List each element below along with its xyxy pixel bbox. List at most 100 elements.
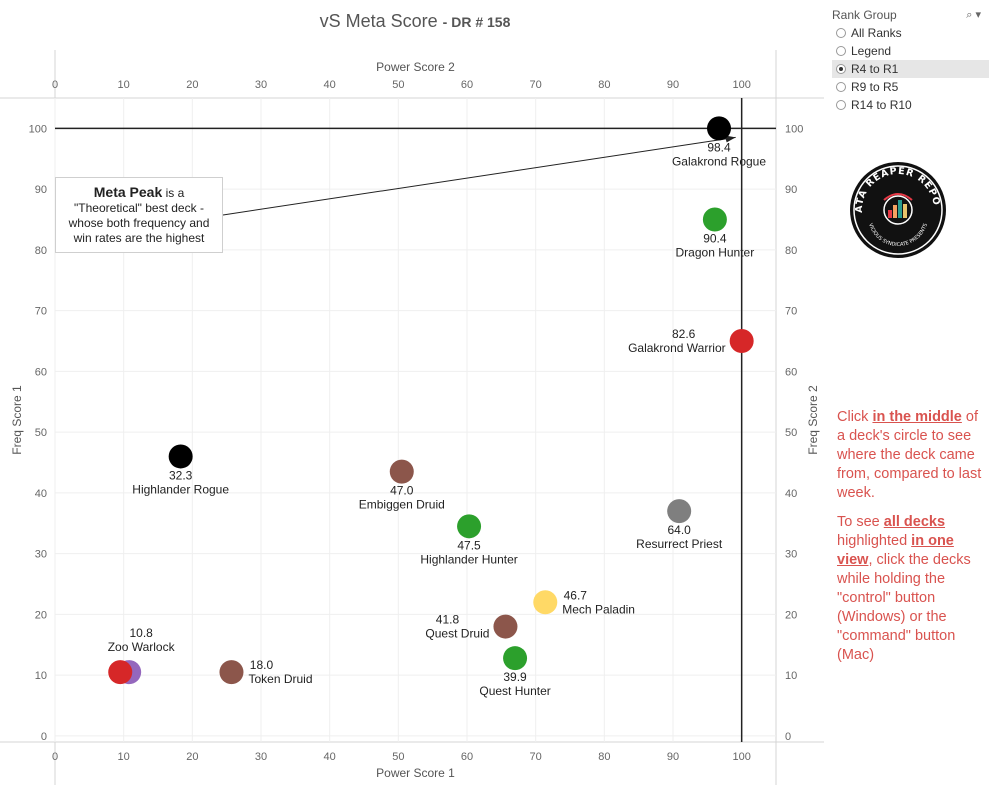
x-tick-label-top: 10	[118, 79, 130, 91]
logo-bar-1	[888, 210, 892, 218]
x-tick-label-bottom: 30	[255, 751, 267, 763]
note-paragraph-2: To see all decks highlighted in one view…	[837, 513, 985, 665]
filter-option-label: All Ranks	[851, 26, 902, 40]
logo-bar-2	[893, 205, 897, 218]
data-point[interactable]	[533, 590, 558, 615]
chart-title: vS Meta Score - DR # 158	[0, 11, 830, 32]
point-score-label: 18.0	[250, 658, 274, 672]
y-tick-label-left: 90	[35, 184, 47, 196]
note-p2-c: highlighted	[837, 533, 912, 549]
x-tick-label-bottom: 10	[118, 751, 130, 763]
callout-line1: is a	[162, 186, 185, 200]
y-tick-label-right: 60	[785, 366, 797, 378]
x-tick-label-bottom: 100	[732, 751, 750, 763]
note-p2-e: , click the decks while holding the "con…	[837, 552, 971, 663]
point-name-label: Embiggen Druid	[359, 498, 445, 512]
data-reaper-logo: DATA REAPER REPORT VICIOUS SYNDICATE PRE…	[848, 160, 946, 258]
data-point[interactable]	[702, 207, 727, 232]
bottom-axis-title: Power Score 1	[376, 766, 455, 780]
radio-icon[interactable]	[836, 64, 846, 74]
filter-option-r9-to-r5[interactable]: R9 to R5	[832, 78, 989, 96]
filter-option-label: Legend	[851, 44, 892, 58]
x-tick-label-top: 100	[732, 79, 750, 91]
logo-scythe-icon	[883, 193, 913, 201]
point-score-label: 32.3	[169, 468, 193, 482]
data-point[interactable]	[667, 499, 692, 524]
filter-option-label: R4 to R1	[851, 62, 899, 76]
x-tick-label-top: 70	[530, 79, 542, 91]
instructions-note: Click in the middle of a deck's circle t…	[837, 408, 985, 675]
data-point[interactable]	[219, 660, 244, 685]
data-point[interactable]	[168, 444, 193, 469]
x-tick-label-bottom: 80	[598, 751, 610, 763]
y-tick-label-right: 30	[785, 549, 797, 561]
data-point[interactable]	[503, 646, 528, 671]
point-name-label: Galakrond Rogue	[672, 154, 766, 168]
radio-icon[interactable]	[836, 82, 846, 92]
x-tick-label-bottom: 60	[461, 751, 473, 763]
filter-option-all-ranks[interactable]: All Ranks	[832, 24, 989, 42]
radio-icon[interactable]	[836, 100, 846, 110]
right-axis-title: Freq Score 2	[806, 385, 820, 455]
logo-ring	[853, 165, 943, 255]
point-score-label: 47.0	[390, 484, 414, 498]
y-tick-label-right: 10	[785, 670, 797, 682]
note-paragraph-1: Click in the middle of a deck's circle t…	[837, 408, 985, 503]
point-name-label: Dragon Hunter	[676, 246, 755, 260]
x-tick-label-bottom: 90	[667, 751, 679, 763]
point-score-label: 82.6	[672, 327, 696, 341]
callout-highlight: Meta Peak	[93, 184, 163, 200]
data-point[interactable]	[108, 660, 133, 685]
note-p1-c: of a deck's circle to see where the deck…	[837, 409, 982, 501]
radio-icon[interactable]	[836, 46, 846, 56]
x-tick-label-top: 50	[392, 79, 404, 91]
filter-option-r4-to-r1[interactable]: R4 to R1	[832, 60, 989, 78]
radio-icon[interactable]	[836, 28, 846, 38]
y-tick-label-left: 50	[35, 427, 47, 439]
y-tick-label-right: 20	[785, 609, 797, 621]
y-tick-label-right: 80	[785, 245, 797, 257]
x-tick-label-top: 30	[255, 79, 267, 91]
logo-bar-3	[898, 200, 902, 218]
x-tick-label-top: 90	[667, 79, 679, 91]
filter-search-icon[interactable]: ⌕ ▾	[966, 9, 981, 21]
point-score-label: 90.4	[703, 232, 727, 246]
x-tick-label-top: 0	[52, 79, 58, 91]
data-point[interactable]	[729, 329, 754, 354]
filter-options: All Ranks Legend R4 to R1 R9 to R5 R14 to R1…	[832, 24, 989, 114]
x-tick-label-top: 40	[324, 79, 336, 91]
x-tick-label-bottom: 50	[392, 751, 404, 763]
point-score-label: 46.7	[564, 588, 588, 602]
point-name-label: Highlander Rogue	[132, 482, 229, 496]
y-tick-label-left: 40	[35, 488, 47, 500]
y-tick-label-left: 10	[35, 670, 47, 682]
filter-option-legend[interactable]: Legend	[832, 42, 989, 60]
x-tick-label-top: 60	[461, 79, 473, 91]
y-tick-label-left: 60	[35, 366, 47, 378]
filter-option-r14-to-r10[interactable]: R14 to R10	[832, 96, 989, 114]
note-p1-a: Click	[837, 409, 873, 425]
filter-option-label: R14 to R10	[851, 98, 912, 112]
data-point[interactable]	[457, 514, 482, 539]
chart-title-sub: - DR # 158	[442, 14, 511, 30]
point-name-label: Zoo Warlock	[108, 640, 176, 654]
x-tick-label-top: 80	[598, 79, 610, 91]
note-p2-b: all decks	[883, 514, 946, 530]
point-name-label: Mech Paladin	[562, 602, 635, 616]
data-point[interactable]	[493, 614, 518, 639]
filter-option-label: R9 to R5	[851, 80, 899, 94]
point-score-label: 39.9	[503, 670, 527, 684]
x-tick-label-bottom: 20	[186, 751, 198, 763]
data-point[interactable]	[389, 459, 414, 484]
left-axis-title: Freq Score 1	[10, 385, 24, 455]
point-score-label: 10.8	[129, 626, 153, 640]
y-tick-label-left: 30	[35, 549, 47, 561]
logo-inner-ring	[883, 195, 913, 225]
data-point[interactable]	[707, 116, 732, 141]
y-tick-label-right: 100	[785, 123, 803, 135]
y-tick-label-left: 20	[35, 609, 47, 621]
point-score-label: 47.5	[457, 538, 481, 552]
y-tick-label-left: 70	[35, 306, 47, 318]
callout-arrow-line	[222, 136, 736, 216]
note-p2-d: in one view	[837, 533, 954, 568]
